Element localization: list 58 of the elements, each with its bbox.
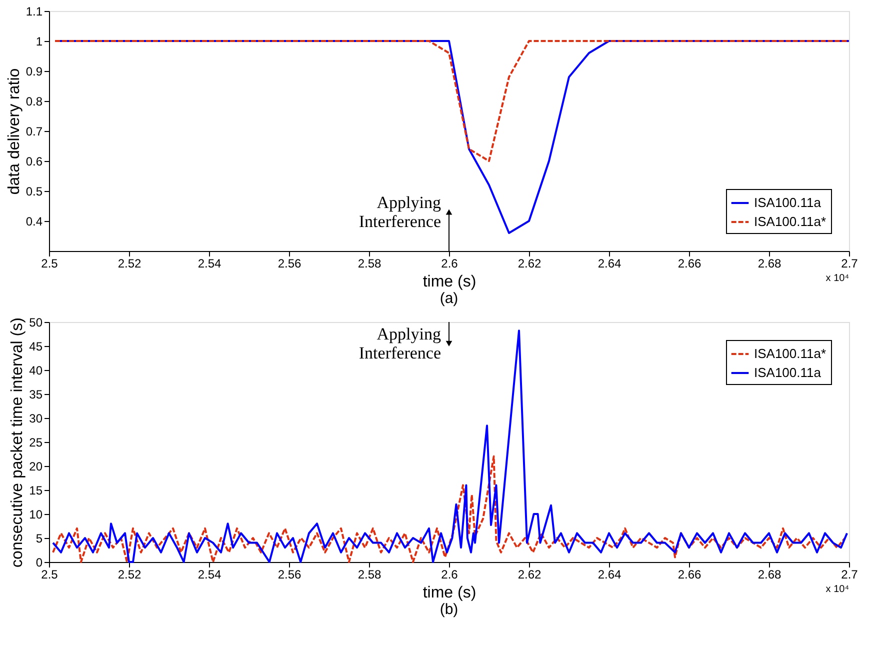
text: (b) (440, 601, 458, 618)
x-tick-label: 2.64 (598, 256, 622, 270)
y-tick-label: 45 (29, 340, 43, 354)
y-tick-label: 40 (29, 364, 43, 378)
text: x 10⁴ (826, 273, 849, 284)
y-tick-label: 30 (29, 412, 43, 426)
annotation: Applying Interference (358, 324, 442, 363)
annotation: Applying Interference (358, 193, 442, 231)
text: x 10⁴ (826, 584, 849, 595)
y-tick-label: 20 (29, 460, 43, 474)
y-axis-title: data delivery ratio (6, 68, 23, 195)
legend-label: ISA100.11a (754, 365, 822, 380)
x-tick-label: 2.52 (118, 568, 142, 582)
legend-label: ISA100.11a* (754, 346, 826, 361)
y-tick-label: 0.9 (26, 64, 43, 78)
line-series (52, 330, 848, 563)
x-tick-label: 2.7 (841, 256, 858, 270)
x-tick-label: 2.68 (758, 568, 782, 582)
x-tick-label: 2.54 (198, 568, 222, 582)
y-tick-label: 35 (29, 388, 43, 402)
y-tick-label: 0 (36, 556, 43, 570)
y-tick-label: 1 (36, 34, 43, 48)
x-tick-label: 2.58 (358, 256, 382, 270)
y-tick-label: 1.1 (26, 4, 43, 18)
x-tick-label: 2.52 (118, 256, 142, 270)
x-tick-label: 2.66 (678, 568, 702, 582)
y-tick-label: 0.7 (26, 124, 43, 138)
x-tick-label: 2.62 (518, 568, 542, 582)
x-tick-label: 2.5 (41, 568, 58, 582)
y-tick-label: 10 (29, 508, 43, 522)
y-tick-label: 15 (29, 484, 43, 498)
y-tick-label: 0.5 (26, 184, 43, 198)
y-tick-label: 0.4 (26, 214, 43, 228)
legend-label: ISA100.11a (754, 195, 822, 210)
x-tick-label: 2.5 (41, 256, 58, 270)
x-tick-label: 2.68 (758, 256, 782, 270)
y-tick-label: 50 (29, 316, 43, 330)
y-tick-label: 0.8 (26, 94, 43, 108)
y-axis-title: consecutive packet time interval (s) (9, 318, 26, 568)
x-tick-label: 2.58 (358, 568, 382, 582)
line-series (52, 455, 846, 563)
legend-label: ISA100.11a* (754, 214, 826, 229)
text: (a) (440, 290, 458, 307)
y-tick-label: 25 (29, 436, 43, 450)
x-axis-title: time (s) (422, 584, 476, 602)
x-axis-title: time (s) (422, 274, 476, 290)
x-tick-label: 2.7 (841, 568, 858, 582)
y-tick-label: 0.6 (26, 154, 43, 168)
x-tick-label: 2.6 (441, 568, 458, 582)
y-tick-label: 5 (36, 532, 43, 546)
x-tick-label: 2.56 (278, 568, 302, 582)
x-tick-label: 2.56 (278, 256, 302, 270)
x-tick-label: 2.64 (598, 568, 622, 582)
x-tick-label: 2.62 (518, 256, 542, 270)
x-tick-label: 2.66 (678, 256, 702, 270)
x-tick-label: 2.6 (441, 256, 458, 270)
line-series (54, 40, 850, 162)
x-tick-label: 2.54 (198, 256, 222, 270)
